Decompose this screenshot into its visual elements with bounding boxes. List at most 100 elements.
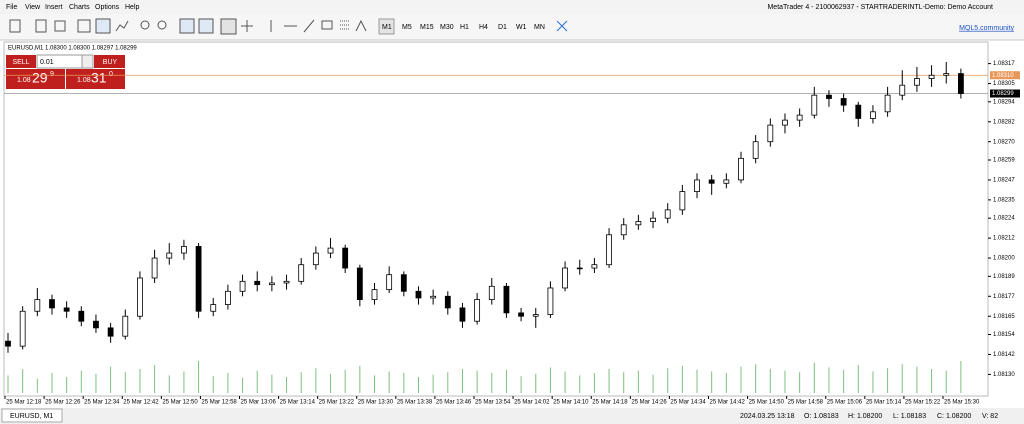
y-tick-label: 1.08165 bbox=[993, 314, 1015, 320]
candle-body bbox=[137, 277, 143, 317]
icon-fullscreen[interactable] bbox=[556, 20, 568, 32]
menu-item[interactable]: View bbox=[25, 4, 41, 11]
candle-body bbox=[122, 315, 129, 337]
timeframe-button[interactable]: MN bbox=[534, 24, 545, 31]
icon-candles[interactable] bbox=[95, 18, 111, 34]
x-tick-label: 25 Mar 14:34 bbox=[670, 400, 706, 406]
y-tick-label: 1.08317 bbox=[993, 61, 1015, 67]
icon-bars[interactable] bbox=[77, 19, 91, 33]
x-tick-label: 25 Mar 13:14 bbox=[280, 400, 316, 406]
candle-body bbox=[19, 310, 26, 347]
toolbar bbox=[0, 14, 1024, 40]
candle-body bbox=[459, 307, 466, 322]
icon-scroll[interactable] bbox=[179, 18, 195, 34]
y-tick-label: 1.08282 bbox=[993, 119, 1015, 125]
icon-zoom-in[interactable] bbox=[140, 20, 150, 30]
candle-body bbox=[664, 209, 671, 219]
timeframe-button[interactable]: H1 bbox=[460, 24, 469, 31]
icon-shift[interactable] bbox=[198, 18, 214, 34]
chart-tab[interactable] bbox=[1, 408, 63, 423]
candle-body bbox=[752, 141, 759, 159]
candle-body bbox=[694, 179, 700, 192]
menu-item[interactable]: Options bbox=[95, 4, 120, 11]
x-tick-label: 25 Mar 14:10 bbox=[553, 400, 589, 406]
candle-body bbox=[562, 267, 568, 289]
x-tick-label: 25 Mar 15:06 bbox=[827, 400, 863, 406]
tab-label: EURUSD, M1 bbox=[10, 413, 53, 420]
candle-body bbox=[928, 74, 935, 79]
lot-spinner[interactable] bbox=[81, 54, 94, 69]
lot-value: 0.01 bbox=[40, 59, 54, 66]
candle-body bbox=[356, 267, 363, 301]
icon-cursor[interactable] bbox=[220, 18, 237, 35]
toolbar-icons bbox=[9, 18, 568, 35]
candle-body bbox=[312, 252, 319, 266]
x-tick-label: 25 Mar 12:58 bbox=[201, 400, 237, 406]
icon-profile[interactable] bbox=[35, 19, 47, 33]
timeframe-button[interactable]: W1 bbox=[516, 24, 527, 31]
icon-line[interactable] bbox=[115, 20, 129, 32]
timeframe-button[interactable]: H4 bbox=[479, 24, 488, 31]
menu-bar bbox=[0, 0, 1024, 14]
candle-body bbox=[371, 289, 378, 301]
candle-body bbox=[708, 179, 715, 184]
x-tick-label: 25 Mar 13:06 bbox=[241, 400, 277, 406]
candle-body bbox=[870, 111, 876, 119]
timeframe-button[interactable]: M15 bbox=[420, 24, 434, 31]
candle-body bbox=[195, 246, 202, 312]
y-tick-label: 1.08130 bbox=[993, 372, 1015, 378]
y-tick-label: 1.08212 bbox=[993, 236, 1015, 242]
timeframe-button[interactable]: M5 bbox=[402, 24, 412, 31]
candle-body bbox=[415, 290, 422, 299]
icon-trend[interactable] bbox=[303, 19, 315, 33]
x-tick-label: 25 Mar 15:30 bbox=[944, 400, 980, 406]
candle-body bbox=[63, 307, 70, 312]
icon-market[interactable] bbox=[54, 20, 66, 32]
y-tick-label: 1.08305 bbox=[993, 81, 1015, 87]
community-link[interactable]: MQL5.community bbox=[959, 25, 1014, 32]
menu-item[interactable]: Help bbox=[125, 4, 140, 11]
candle-body bbox=[239, 280, 246, 292]
y-tick-label: 1.08247 bbox=[993, 178, 1015, 184]
x-tick-label: 25 Mar 15:22 bbox=[905, 400, 941, 406]
icon-fibo[interactable] bbox=[340, 20, 350, 30]
timeframe-button[interactable]: M30 bbox=[440, 24, 454, 31]
x-tick-label: 25 Mar 14:50 bbox=[749, 400, 785, 406]
timeframe-button[interactable]: D1 bbox=[498, 24, 507, 31]
icon-shapes[interactable] bbox=[355, 19, 367, 32]
icon-zoom-out[interactable] bbox=[157, 20, 167, 30]
candle-body bbox=[620, 224, 627, 236]
candle-body bbox=[518, 312, 524, 317]
candle-body bbox=[576, 267, 583, 270]
chart-title: EURUSD,M1 1.08300 1.08300 1.08297 1.0829… bbox=[8, 46, 137, 52]
sell-button[interactable] bbox=[6, 55, 36, 68]
bid-label: 1.08299 bbox=[992, 91, 1014, 97]
sell-price-box[interactable] bbox=[6, 69, 65, 89]
status-datetime: 2024.03.25 13:18 bbox=[740, 413, 795, 420]
candle-body bbox=[254, 280, 261, 286]
icon-crosshair[interactable] bbox=[241, 20, 253, 32]
candle-body bbox=[49, 299, 55, 309]
menu-item[interactable]: Insert bbox=[45, 4, 63, 11]
x-tick-label: 25 Mar 12:26 bbox=[45, 400, 81, 406]
candle-body bbox=[591, 264, 598, 269]
buy-big: 31 bbox=[91, 70, 107, 86]
menu-item[interactable]: File bbox=[6, 4, 17, 11]
candle-body bbox=[224, 290, 231, 305]
candle-body bbox=[166, 252, 173, 259]
x-tick-label: 25 Mar 13:46 bbox=[436, 400, 472, 406]
ask-label: 1.08310 bbox=[992, 73, 1014, 79]
candle-body bbox=[93, 320, 99, 329]
candle-body bbox=[298, 264, 305, 282]
icon-text[interactable] bbox=[321, 20, 333, 30]
status-high: H: 1.08200 bbox=[848, 413, 882, 420]
buy-price-box[interactable] bbox=[66, 69, 125, 89]
candle-body bbox=[430, 295, 437, 299]
icon-new[interactable] bbox=[9, 19, 21, 33]
candle-body bbox=[5, 340, 11, 347]
menu-item[interactable]: Charts bbox=[69, 4, 90, 11]
y-tick-label: 1.08177 bbox=[993, 294, 1015, 300]
buy-button[interactable] bbox=[94, 55, 125, 68]
timeframe-button[interactable]: M1 bbox=[382, 24, 392, 31]
